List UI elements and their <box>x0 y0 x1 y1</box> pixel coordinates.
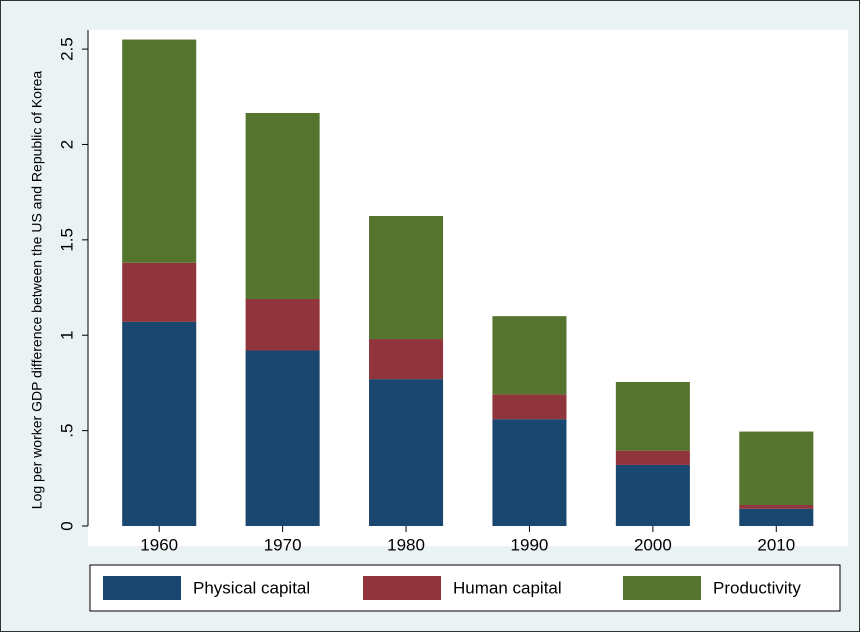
legend-swatch <box>103 576 181 600</box>
y-tick-label: 2 <box>57 140 76 149</box>
bar-segment <box>245 350 320 526</box>
legend <box>89 564 841 612</box>
y-tick-label: 1 <box>57 330 76 339</box>
bar-segment <box>739 431 814 506</box>
bar-segment <box>739 508 814 526</box>
bar-segment <box>615 450 690 465</box>
bar-segment <box>615 381 690 451</box>
plot-area <box>88 30 848 546</box>
legend-swatch <box>623 576 701 600</box>
y-tick-label: .5 <box>57 424 76 438</box>
bar-segment <box>245 298 320 351</box>
bar-segment <box>369 379 444 526</box>
bar-segment <box>369 339 444 380</box>
x-tick-label: 2000 <box>634 535 672 554</box>
bar-segment <box>245 112 320 299</box>
bar-segment <box>369 216 444 340</box>
y-tick-label: 2.5 <box>57 37 76 61</box>
bar-segment <box>739 505 814 509</box>
bar-segment <box>492 316 567 395</box>
legend-label: Physical capital <box>193 578 310 597</box>
bar-segment <box>122 39 197 263</box>
bar-segment <box>122 321 197 526</box>
legend-label: Human capital <box>453 578 562 597</box>
x-tick-label: 1980 <box>387 535 425 554</box>
bar-segment <box>615 464 690 526</box>
legend-swatch <box>363 576 441 600</box>
y-tick-label: 1.5 <box>57 228 76 252</box>
bar-segment <box>492 419 567 526</box>
y-tick-label: 0 <box>57 521 76 530</box>
x-tick-label: 1970 <box>264 535 302 554</box>
x-tick-label: 2010 <box>757 535 795 554</box>
bar-segment <box>122 262 197 322</box>
y-axis-title: Log per worker GDP difference between th… <box>29 71 45 510</box>
x-tick-label: 1990 <box>511 535 549 554</box>
bar-segment <box>492 394 567 420</box>
x-tick-label: 1960 <box>140 535 178 554</box>
legend-label: Productivity <box>713 578 801 597</box>
